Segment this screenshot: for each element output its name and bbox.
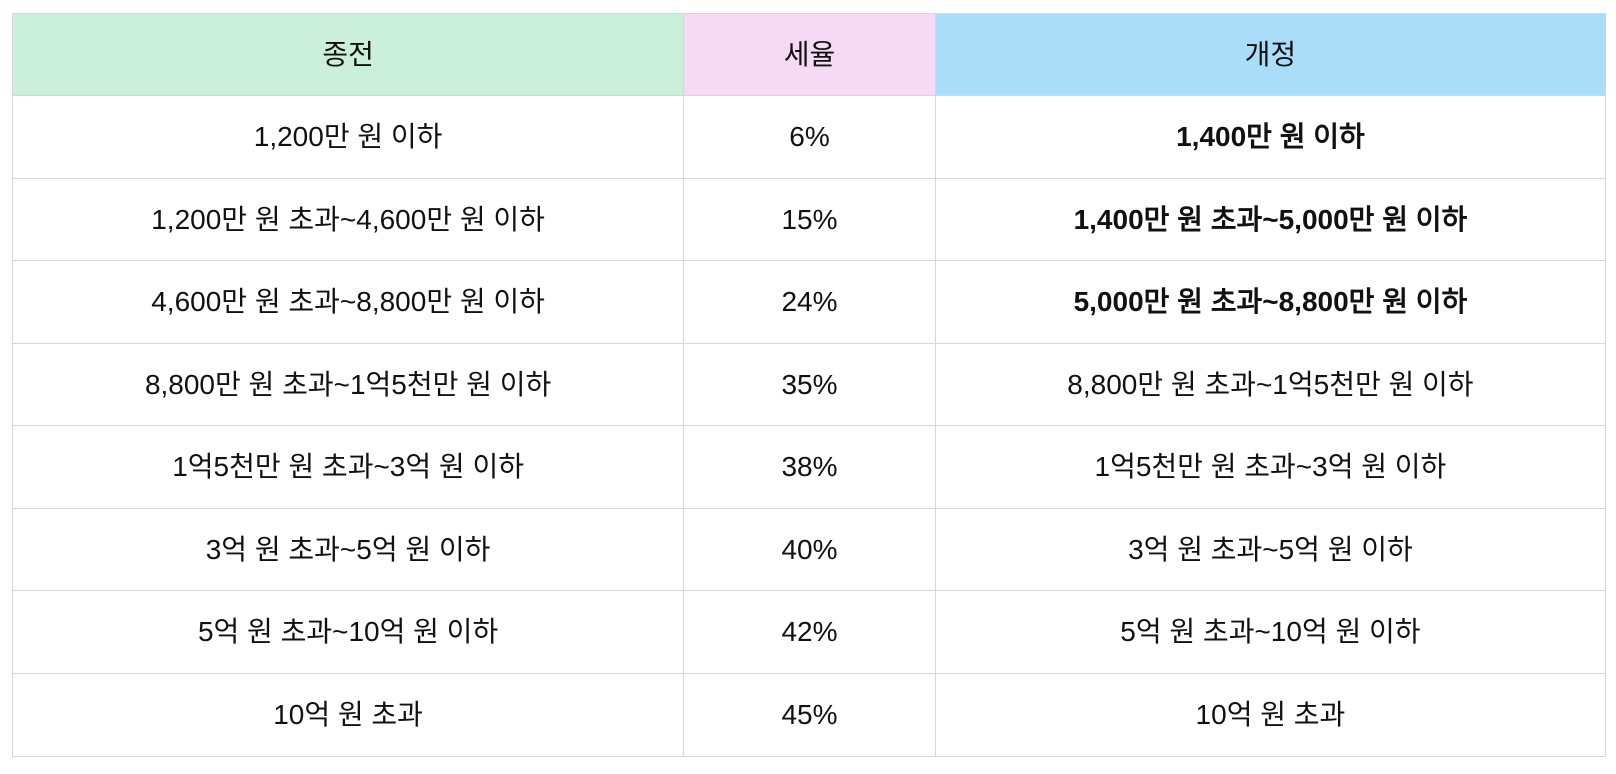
table-row: 1,200만 원 초과~4,600만 원 이하 15% 1,400만 원 초과~… [13, 178, 1605, 261]
table-row: 4,600만 원 초과~8,800만 원 이하 24% 5,000만 원 초과~… [13, 261, 1605, 344]
previous-bracket-cell: 8,800만 원 초과~1억5천만 원 이하 [13, 343, 685, 426]
table-row: 8,800만 원 초과~1억5천만 원 이하 35% 8,800만 원 초과~1… [13, 343, 1605, 426]
revised-bracket-cell: 5억 원 초과~10억 원 이하 [935, 591, 1605, 674]
tax-rate-cell: 40% [684, 508, 936, 591]
previous-bracket-cell: 10억 원 초과 [13, 673, 685, 756]
table-row: 10억 원 초과 45% 10억 원 초과 [13, 673, 1605, 756]
tax-rate-cell: 24% [684, 261, 936, 344]
previous-bracket-cell: 1,200만 원 이하 [13, 96, 685, 179]
header-tax-rate: 세율 [684, 14, 936, 96]
previous-bracket-cell: 1억5천만 원 초과~3억 원 이하 [13, 426, 685, 509]
revised-bracket-cell: 8,800만 원 초과~1억5천만 원 이하 [935, 344, 1605, 426]
table-row: 1,200만 원 이하 6% 1,400만 원 이하 [13, 96, 1605, 179]
revised-bracket-cell: 3억 원 초과~5억 원 이하 [935, 509, 1605, 591]
table-row: 3억 원 초과~5억 원 이하 40% 3억 원 초과~5억 원 이하 [13, 508, 1605, 591]
revised-bracket-cell: 1,400만 원 이하 [935, 96, 1605, 179]
previous-bracket-cell: 1,200만 원 초과~4,600만 원 이하 [13, 178, 685, 261]
tax-rate-cell: 35% [684, 343, 936, 426]
table-row: 1억5천만 원 초과~3억 원 이하 38% 1억5천만 원 초과~3억 원 이… [13, 426, 1605, 509]
table-row: 5억 원 초과~10억 원 이하 42% 5억 원 초과~10억 원 이하 [13, 591, 1605, 674]
tax-rate-cell: 38% [684, 426, 936, 509]
header-revised: 개정 [935, 14, 1605, 96]
revised-bracket-cell: 10억 원 초과 [1195, 699, 1346, 731]
table-header-row: 종전 세율 개정 [13, 14, 1605, 96]
tax-rate-cell: 15% [684, 178, 936, 261]
previous-bracket-cell: 3억 원 초과~5억 원 이하 [13, 508, 685, 591]
revised-bracket-cell: 1억5천만 원 초과~3억 원 이하 [935, 426, 1605, 509]
tax-rate-cell: 6% [684, 96, 936, 179]
tax-rate-cell: 42% [684, 591, 936, 674]
revised-bracket-cell: 1,400만 원 초과~5,000만 원 이하 [935, 179, 1605, 261]
previous-bracket-cell: 4,600만 원 초과~8,800만 원 이하 [13, 261, 685, 344]
revised-bracket-cell: 5,000만 원 초과~8,800만 원 이하 [935, 261, 1605, 344]
previous-bracket-cell: 5억 원 초과~10억 원 이하 [13, 591, 685, 674]
header-previous: 종전 [13, 14, 685, 96]
tax-rate-cell: 45% [684, 673, 936, 756]
tax-bracket-table: 종전 세율 개정 1,200만 원 이하 6% 1,400만 원 이하 1,20… [12, 13, 1606, 757]
